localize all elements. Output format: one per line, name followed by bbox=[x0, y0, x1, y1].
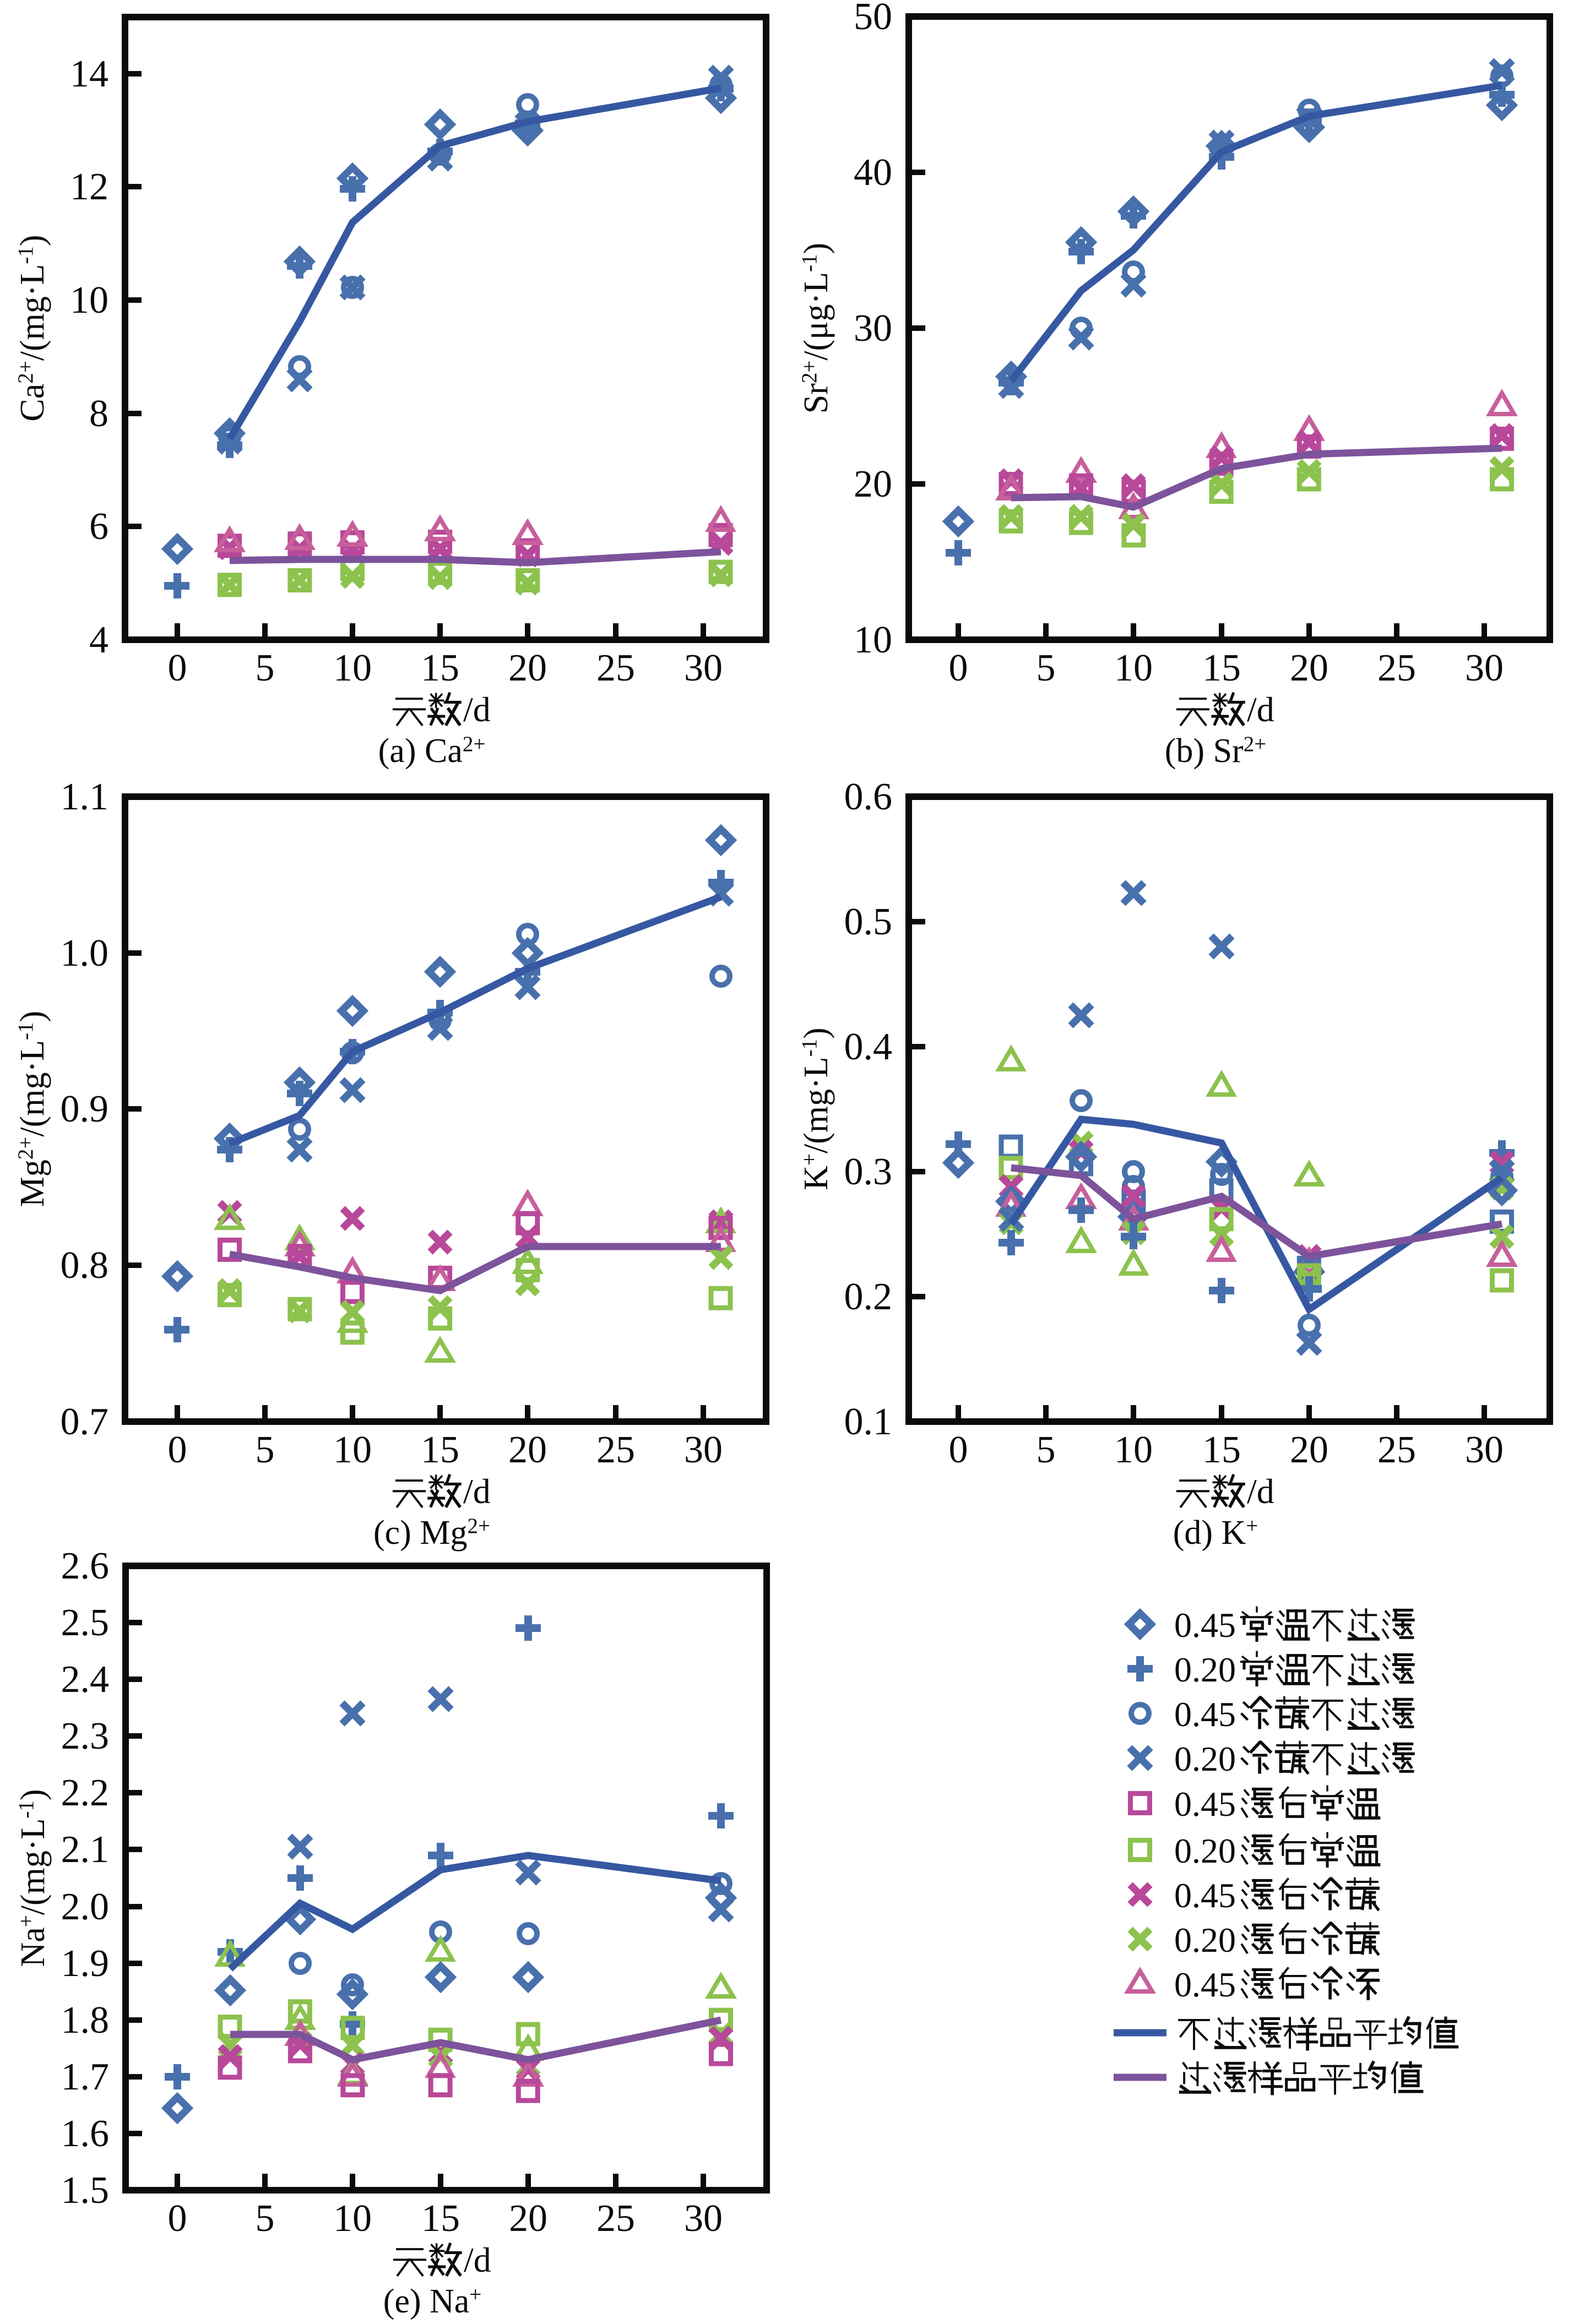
svg-text:2.0: 2.0 bbox=[61, 1886, 110, 1928]
svg-text:/d: /d bbox=[463, 690, 491, 729]
svg-text:2.2: 2.2 bbox=[61, 1772, 110, 1814]
svg-text:0.5: 0.5 bbox=[844, 901, 893, 943]
svg-text:10: 10 bbox=[333, 2197, 372, 2240]
svg-text:/d: /d bbox=[1247, 690, 1274, 729]
svg-text:0.6: 0.6 bbox=[844, 776, 893, 818]
svg-text:20: 20 bbox=[1290, 1429, 1328, 1471]
svg-text:10: 10 bbox=[333, 647, 372, 689]
svg-text:30: 30 bbox=[684, 2197, 723, 2240]
svg-text:20: 20 bbox=[509, 2197, 547, 2240]
svg-text:0.20: 0.20 bbox=[1174, 1739, 1236, 1778]
svg-text:25: 25 bbox=[596, 2197, 635, 2240]
svg-text:0.7: 0.7 bbox=[61, 1401, 109, 1443]
svg-text:30: 30 bbox=[684, 1429, 723, 1471]
svg-text:0.20: 0.20 bbox=[1174, 1920, 1236, 1960]
svg-text:20: 20 bbox=[508, 1429, 547, 1471]
svg-text:0.45: 0.45 bbox=[1174, 1965, 1236, 2004]
svg-text:20: 20 bbox=[508, 647, 547, 689]
svg-text:1.1: 1.1 bbox=[61, 776, 109, 818]
svg-text:30: 30 bbox=[1465, 647, 1504, 689]
svg-text:(b) Sr2+​: (b) Sr2+​ bbox=[1165, 732, 1266, 770]
svg-text:30: 30 bbox=[684, 647, 723, 689]
svg-text:0.9: 0.9 bbox=[61, 1088, 109, 1130]
svg-text:0.45: 0.45 bbox=[1174, 1695, 1236, 1734]
svg-text:0: 0 bbox=[168, 1429, 187, 1471]
svg-text:0.45: 0.45 bbox=[1174, 1784, 1236, 1824]
svg-text:5: 5 bbox=[1037, 1429, 1056, 1471]
svg-text:10: 10 bbox=[1114, 647, 1153, 689]
svg-text:0: 0 bbox=[949, 647, 968, 689]
svg-text:2.4: 2.4 bbox=[61, 1658, 110, 1701]
svg-text:25: 25 bbox=[1377, 647, 1416, 689]
svg-text:25: 25 bbox=[596, 1429, 635, 1471]
svg-text:0: 0 bbox=[168, 647, 187, 689]
svg-text:0.20: 0.20 bbox=[1174, 1831, 1236, 1870]
svg-text:20: 20 bbox=[854, 463, 892, 505]
svg-text:1.8: 1.8 bbox=[61, 1999, 110, 2042]
svg-text:0.3: 0.3 bbox=[844, 1151, 893, 1193]
svg-text:15: 15 bbox=[421, 1429, 459, 1471]
svg-text:10: 10 bbox=[333, 1429, 372, 1471]
svg-text:0.45: 0.45 bbox=[1174, 1605, 1236, 1645]
svg-text:1.9: 1.9 bbox=[61, 1942, 110, 1985]
svg-text:0: 0 bbox=[168, 2197, 187, 2240]
svg-text:2.5: 2.5 bbox=[61, 1602, 110, 1644]
svg-text:1.5: 1.5 bbox=[61, 2169, 110, 2212]
svg-text:Ca2+​/(mg·L-1​): Ca2+​/(mg·L-1​) bbox=[14, 235, 51, 421]
svg-text:30: 30 bbox=[1465, 1429, 1504, 1471]
svg-text:0.1: 0.1 bbox=[844, 1401, 893, 1443]
svg-text:8: 8 bbox=[89, 393, 108, 435]
svg-text:0.4: 0.4 bbox=[844, 1026, 893, 1068]
svg-text:2.1: 2.1 bbox=[61, 1828, 110, 1871]
svg-text:/d: /d bbox=[464, 2240, 491, 2279]
svg-text:0.45: 0.45 bbox=[1174, 1876, 1236, 1915]
svg-text:10: 10 bbox=[1114, 1429, 1153, 1471]
svg-text:20: 20 bbox=[1290, 647, 1328, 689]
svg-text:Na+​/(mg·L-1​): Na+​/(mg·L-1​) bbox=[14, 1789, 52, 1967]
svg-text:50: 50 bbox=[854, 0, 892, 38]
svg-text:10: 10 bbox=[70, 279, 108, 322]
svg-text:/d: /d bbox=[463, 1472, 491, 1511]
svg-text:K+​/(mg·L-1​): K+​/(mg·L-1​) bbox=[797, 1027, 835, 1190]
svg-text:15: 15 bbox=[421, 647, 459, 689]
svg-text:25: 25 bbox=[596, 647, 635, 689]
svg-text:15: 15 bbox=[421, 2197, 460, 2240]
svg-text:(d) K+​: (d) K+​ bbox=[1173, 1514, 1258, 1552]
svg-text:5: 5 bbox=[256, 1429, 275, 1471]
svg-text:14: 14 bbox=[70, 53, 108, 95]
svg-text:5: 5 bbox=[256, 2197, 275, 2240]
svg-text:0.8: 0.8 bbox=[61, 1244, 109, 1287]
svg-text:5: 5 bbox=[256, 647, 275, 689]
svg-text:40: 40 bbox=[854, 151, 892, 194]
svg-text:1.7: 1.7 bbox=[61, 2056, 110, 2098]
svg-text:15: 15 bbox=[1202, 647, 1241, 689]
svg-text:2.3: 2.3 bbox=[61, 1715, 110, 1757]
svg-text:1.0: 1.0 bbox=[61, 932, 109, 975]
svg-text:4: 4 bbox=[89, 619, 108, 661]
svg-text:30: 30 bbox=[854, 307, 892, 350]
svg-text:(c) Mg2+​: (c) Mg2+​ bbox=[373, 1514, 490, 1552]
svg-text:1.6: 1.6 bbox=[61, 2113, 110, 2155]
svg-text:12: 12 bbox=[70, 166, 108, 208]
svg-text:(e) Na+​: (e) Na+​ bbox=[383, 2283, 482, 2320]
svg-text:/d: /d bbox=[1247, 1472, 1274, 1511]
svg-text:Mg2+​/(mg·L-1​): Mg2+​/(mg·L-1​) bbox=[14, 1011, 51, 1207]
svg-text:10: 10 bbox=[854, 619, 892, 661]
svg-text:2.6: 2.6 bbox=[61, 1545, 110, 1587]
svg-text:Sr2+​/(μg·L-1​): Sr2+​/(μg·L-1​) bbox=[797, 243, 835, 413]
svg-text:15: 15 bbox=[1202, 1429, 1241, 1471]
svg-text:0: 0 bbox=[949, 1429, 968, 1471]
svg-text:0.20: 0.20 bbox=[1174, 1650, 1236, 1689]
svg-text:(a) Ca2+​: (a) Ca2+​ bbox=[378, 732, 486, 770]
svg-text:0.2: 0.2 bbox=[844, 1276, 893, 1318]
svg-text:5: 5 bbox=[1037, 647, 1056, 689]
svg-text:25: 25 bbox=[1377, 1429, 1416, 1471]
svg-text:6: 6 bbox=[89, 505, 108, 548]
